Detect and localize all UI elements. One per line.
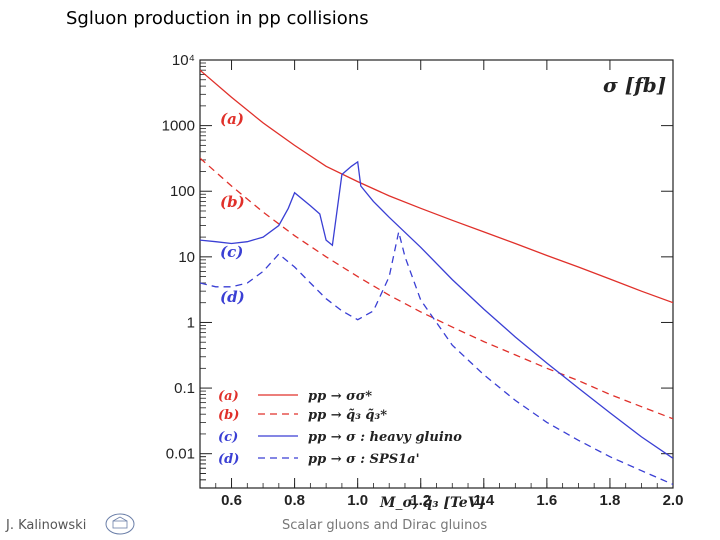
cross-section-chart: 0.6 0.8 1.0 1.2 1.4 1.6 1.8 2.0 10⁴ 1000 100 10 1 0.1… — [162, 52, 684, 510]
curve-tag-c: (c) — [220, 243, 243, 261]
legend-label: pp → q̃₃ q̃₃* — [308, 408, 387, 423]
x-tick-label: 2.0 — [663, 492, 684, 509]
university-seal-logo — [105, 513, 135, 535]
x-tick-label: 1.2 — [410, 492, 431, 509]
series-line-c — [200, 160, 673, 459]
legend-label: pp → σ : heavy gluino — [308, 430, 462, 445]
legend-label: pp → σσ* — [308, 389, 372, 404]
legend-label: pp → σ : SPS1a' — [308, 452, 420, 467]
y-tick-label: 1 — [187, 314, 195, 331]
x-tick-label: 1.0 — [347, 492, 368, 509]
y-tick-label: 0.01 — [166, 446, 195, 463]
y-tick-label: 0.1 — [174, 380, 195, 397]
series-line-b — [200, 157, 673, 420]
legend-tag: (b) — [218, 408, 239, 423]
curve-tag-d: (d) — [220, 288, 245, 306]
x-tick-label: 0.8 — [284, 492, 305, 509]
series-layer — [200, 69, 673, 485]
curve-tag-b: (b) — [220, 193, 245, 211]
x-tick-label: 1.6 — [536, 492, 557, 509]
footer-text: Scalar gluons and Dirac gluinos — [282, 518, 488, 533]
slide-title: Sgluon production in pp collisions — [66, 8, 369, 29]
x-axis-label: M_σ, q̃₃ [TeV] — [379, 494, 486, 510]
y-tick-label: 1000 — [162, 118, 195, 135]
x-tick-label: 1.4 — [473, 492, 495, 509]
x-tick-label: 1.8 — [600, 492, 621, 509]
x-tick-label: 0.6 — [221, 492, 242, 509]
series-line-a — [200, 69, 673, 304]
legend: (a) pp → σσ* (b) pp → q̃₃ q̃₃* (c) pp → σ : h… — [218, 389, 462, 467]
y-tick-label: 100 — [170, 183, 195, 200]
author-name: J. Kalinowski — [6, 518, 87, 533]
axis-ticks: 0.6 0.8 1.0 1.2 1.4 1.6 1.8 2.0 10⁴ 1000 100 10 1 0.1… — [162, 52, 684, 509]
legend-tag: (a) — [218, 389, 239, 404]
y-tick-label: 10 — [178, 249, 195, 266]
y-axis-label: σ [fb] — [603, 73, 666, 97]
legend-tag: (d) — [218, 452, 239, 467]
curve-tag-a: (a) — [220, 110, 244, 128]
plot-frame — [199, 59, 674, 489]
legend-tag: (c) — [218, 430, 238, 445]
y-tick-label: 10⁴ — [172, 52, 195, 69]
series-line-d — [200, 231, 673, 485]
